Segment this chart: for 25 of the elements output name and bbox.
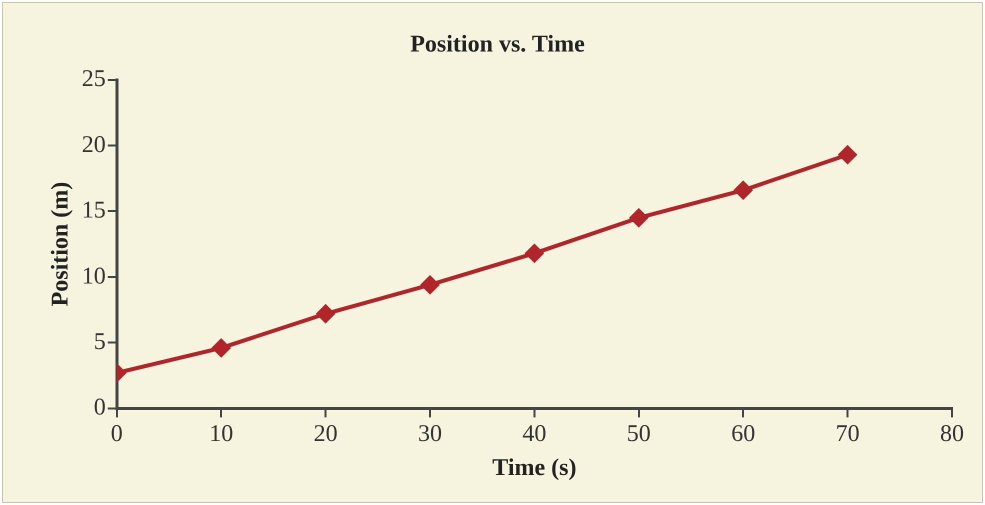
x-tick-label: 50 <box>626 421 651 448</box>
chart-title: Position vs. Time <box>410 32 586 58</box>
y-tick-label: 10 <box>82 263 106 290</box>
point <box>630 208 648 227</box>
x-tick-label: 10 <box>209 421 234 448</box>
x-tick-label: 0 <box>110 421 123 448</box>
point <box>316 304 335 323</box>
x-tick-label: 80 <box>940 421 964 448</box>
x-tick-label: 60 <box>731 421 756 448</box>
x-tick-label: 40 <box>522 421 546 448</box>
x-tick-label: 20 <box>314 421 338 448</box>
point <box>525 244 544 262</box>
y-tick-label: 15 <box>82 198 106 224</box>
x-axis-title: Time (s) <box>492 454 577 481</box>
y-axis-title: Position (m) <box>48 182 74 306</box>
x-tick-label: 30 <box>418 421 442 448</box>
point <box>734 181 752 200</box>
y-tick-label: 0 <box>94 394 106 421</box>
y-tick-label: 25 <box>82 66 106 92</box>
y-tick-label: 20 <box>82 132 106 158</box>
point <box>838 146 857 164</box>
point <box>212 338 230 357</box>
point <box>421 276 439 294</box>
y-tick-label: 5 <box>94 328 106 355</box>
x-tick-label: 70 <box>836 421 860 448</box>
